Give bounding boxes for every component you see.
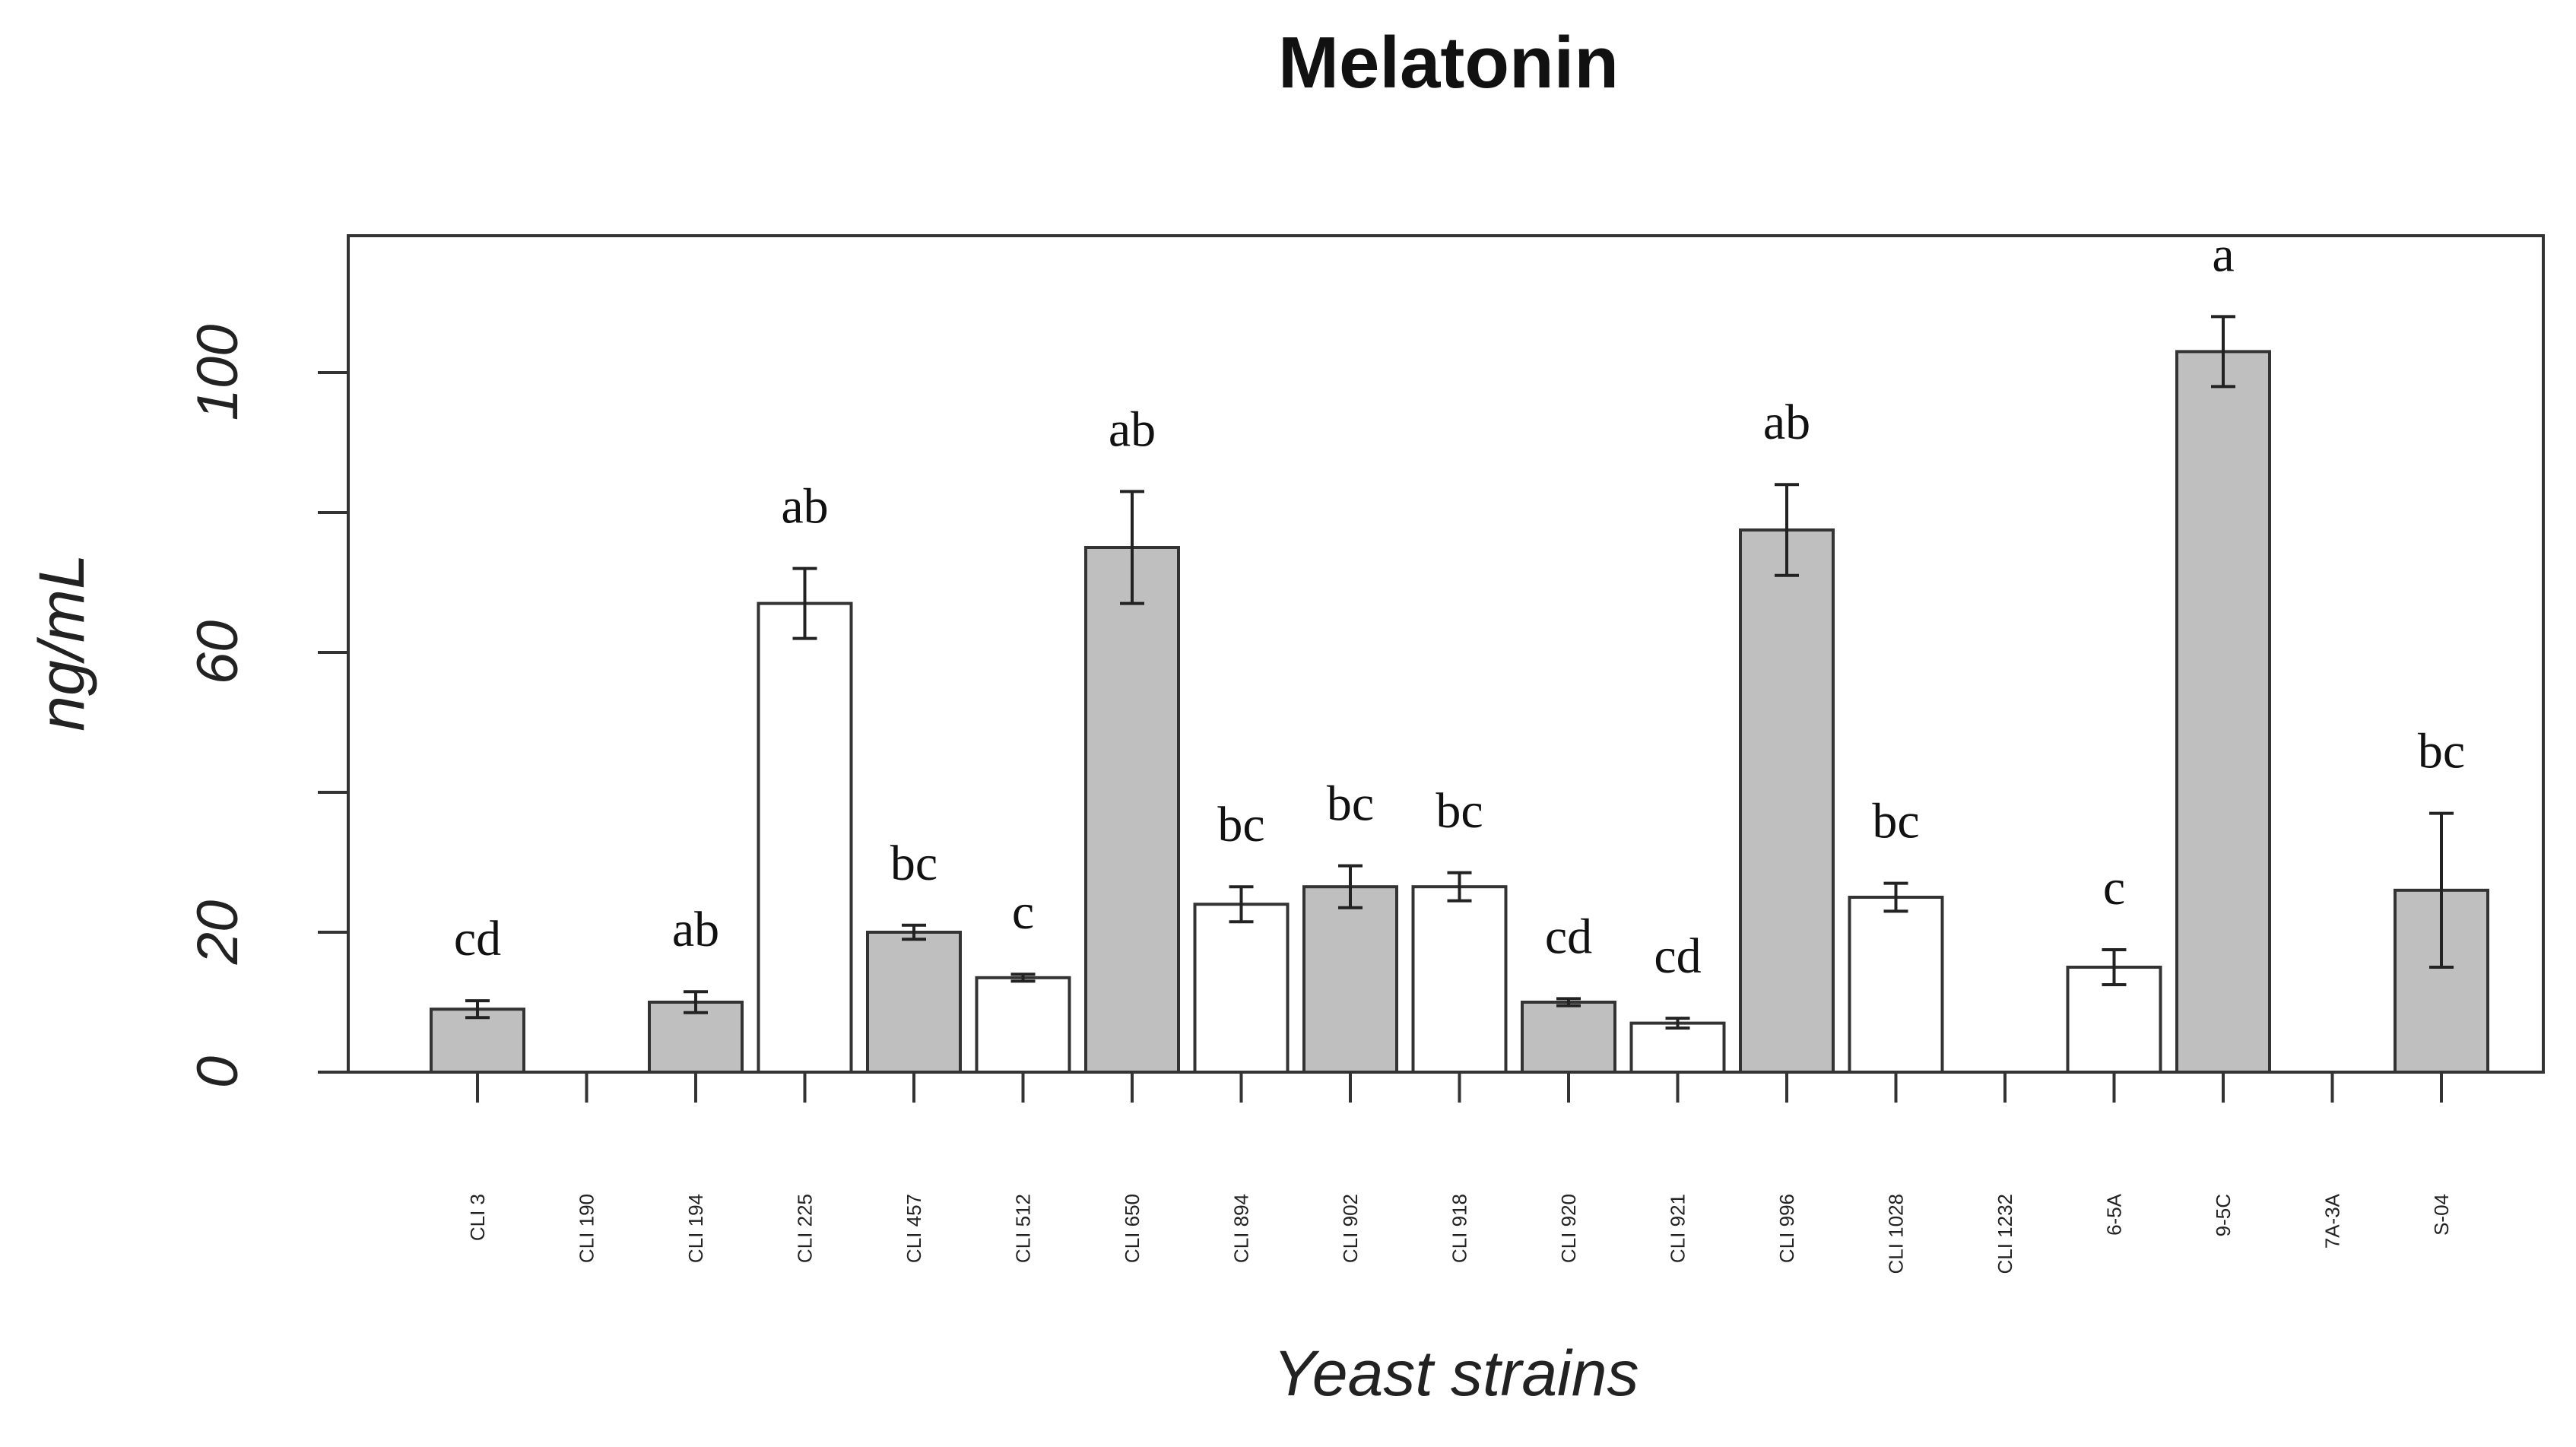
x-tick-label: CLI 1028 (1885, 1194, 1908, 1274)
significance-label: bc (1327, 776, 1374, 832)
x-tick-label: CLI 1232 (1994, 1194, 2016, 1274)
x-tick-label: CLI 3 (466, 1194, 489, 1241)
x-tick-label: 6-5A (2103, 1193, 2126, 1236)
x-tick-label: CLI 894 (1230, 1194, 1253, 1263)
significance-label: ab (1109, 401, 1156, 457)
significance-label: bc (890, 836, 937, 891)
x-tick-label: CLI 918 (1448, 1194, 1471, 1263)
bar (1084, 546, 1180, 1074)
bar (1521, 1001, 1616, 1074)
y-tick-label: 60 (186, 620, 250, 685)
bar (975, 976, 1071, 1074)
bar (2394, 888, 2489, 1074)
bar (2175, 350, 2271, 1074)
bar (757, 601, 853, 1074)
significance-label: ab (781, 479, 828, 535)
bar (1302, 885, 1398, 1074)
bar (430, 1008, 525, 1074)
y-axis-title: ng/mL (26, 554, 97, 731)
x-tick-label: CLI 194 (684, 1194, 707, 1263)
bar (1193, 903, 1290, 1074)
x-tick-label: 9-5C (2212, 1194, 2235, 1236)
significance-label: cd (454, 911, 501, 966)
bar (866, 931, 962, 1074)
significance-label: bc (2418, 724, 2465, 779)
bar (1739, 528, 1835, 1074)
x-tick-label: S-04 (2430, 1194, 2453, 1236)
x-tick-label: 7A-3A (2321, 1193, 2344, 1249)
x-tick-label: CLI 190 (576, 1194, 598, 1263)
x-tick-label: CLI 225 (794, 1194, 817, 1263)
x-tick-label: CLI 902 (1339, 1194, 1362, 1263)
significance-label: a (2212, 227, 2234, 282)
y-tick-label: 100 (186, 325, 250, 421)
significance-label: ab (672, 902, 719, 957)
x-tick-label: CLI 921 (1667, 1194, 1689, 1263)
bar (1629, 1021, 1726, 1074)
chart-title: Melatonin (1278, 22, 1619, 103)
significance-label: ab (1763, 395, 1810, 450)
bar (1411, 885, 1508, 1074)
bar (1848, 896, 1944, 1074)
significance-label: bc (1436, 783, 1483, 839)
x-tick-label: CLI 920 (1557, 1194, 1580, 1263)
significance-label: cd (1654, 928, 1701, 984)
significance-label: c (1012, 884, 1034, 940)
significance-label: c (2103, 860, 2125, 915)
significance-label: cd (1545, 909, 1592, 964)
x-tick-label: CLI 996 (1775, 1194, 1798, 1263)
x-tick-label: CLI 650 (1121, 1194, 1144, 1263)
y-tick-label: 0 (186, 1056, 250, 1088)
x-axis-title: Yeast strains (1274, 1338, 1639, 1409)
x-tick-label: CLI 457 (903, 1194, 925, 1263)
significance-label: bc (1872, 794, 1919, 849)
y-tick-label: 20 (186, 900, 250, 966)
x-tick-label: CLI 512 (1012, 1194, 1035, 1263)
significance-label: bc (1217, 797, 1264, 852)
